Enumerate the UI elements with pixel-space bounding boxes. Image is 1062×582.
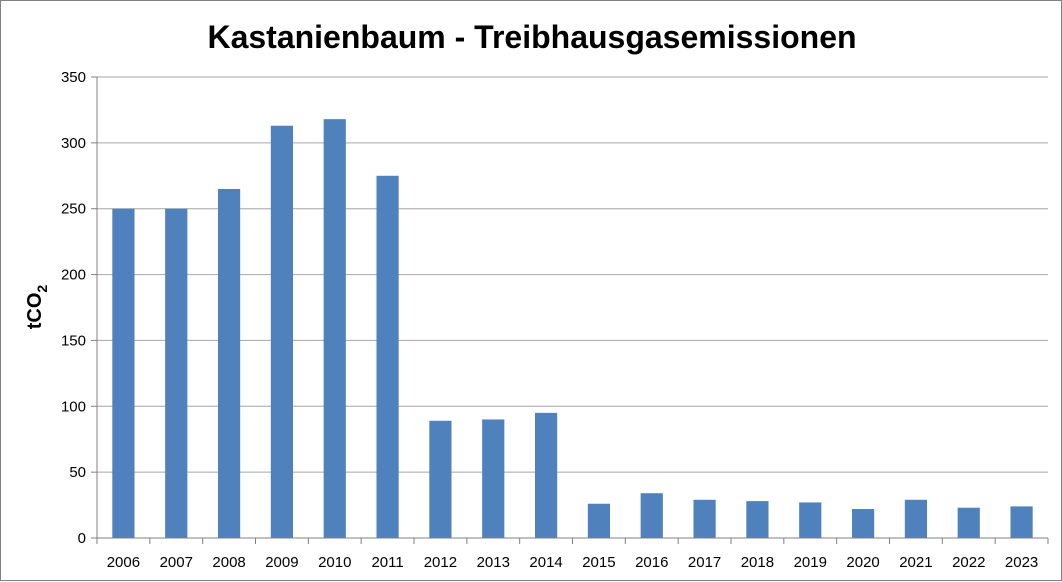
bar <box>904 499 928 538</box>
y-axis-label-subscript: 2 <box>34 285 50 293</box>
bar <box>534 412 558 538</box>
x-tick-label: 2019 <box>794 554 827 571</box>
bar <box>587 503 611 538</box>
bar <box>323 119 346 539</box>
chart-title: Kastanienbaum - Treibhausgasemissionen <box>207 19 856 55</box>
x-tick-label: 2013 <box>477 554 510 571</box>
bar <box>482 419 505 538</box>
bar <box>799 502 822 538</box>
bar <box>376 175 399 539</box>
x-tick-label: 2021 <box>899 554 932 571</box>
bar <box>957 507 980 538</box>
x-tick-label: 2015 <box>582 554 615 571</box>
y-tick-label: 150 <box>61 332 86 349</box>
x-tick-label: 2007 <box>160 554 193 571</box>
y-tick-label: 350 <box>61 69 86 86</box>
bars <box>112 119 1033 539</box>
y-tick-labels: 0 50 100 150 200 250 300 350 <box>61 69 86 547</box>
bar <box>851 509 875 538</box>
x-tick-label: 2020 <box>846 554 879 571</box>
bar <box>112 208 135 538</box>
x-tick-label: 2022 <box>952 554 985 571</box>
y-tick-label: 100 <box>61 398 86 415</box>
y-tick-label: 250 <box>61 201 86 218</box>
x-tick-label: 2014 <box>529 554 562 571</box>
bar <box>165 208 188 538</box>
y-axis-label-main: tCO <box>24 293 46 330</box>
y-tick-label: 50 <box>69 464 86 481</box>
x-tick-label: 2008 <box>212 554 245 571</box>
bar <box>693 499 716 538</box>
x-tick-label: 2010 <box>318 554 351 571</box>
x-tick-label: 2017 <box>688 554 721 571</box>
x-tick-label: 2023 <box>1005 554 1038 571</box>
y-axis-label: tCO2 <box>24 285 50 330</box>
x-tick-label: 2016 <box>635 554 668 571</box>
y-tick-label: 0 <box>78 530 86 547</box>
x-tick-label: 2009 <box>265 554 298 571</box>
x-tick-label: 2006 <box>107 554 140 571</box>
bar <box>640 493 663 538</box>
bar <box>1010 506 1033 538</box>
bar <box>746 501 769 538</box>
y-tick-label: 200 <box>61 267 86 284</box>
gridlines <box>97 76 1048 473</box>
bar <box>217 188 241 538</box>
x-tick-labels: 2006 2007 2008 2009 2010 2011 2012 2013 2014 2015… <box>107 554 1039 571</box>
x-tick-label: 2018 <box>741 554 774 571</box>
x-tick-label: 2011 <box>371 554 403 571</box>
x-tick-label: 2012 <box>424 554 457 571</box>
bar <box>270 125 294 538</box>
bar <box>429 420 452 538</box>
y-tick-label: 300 <box>61 135 86 152</box>
axes <box>91 76 1049 544</box>
